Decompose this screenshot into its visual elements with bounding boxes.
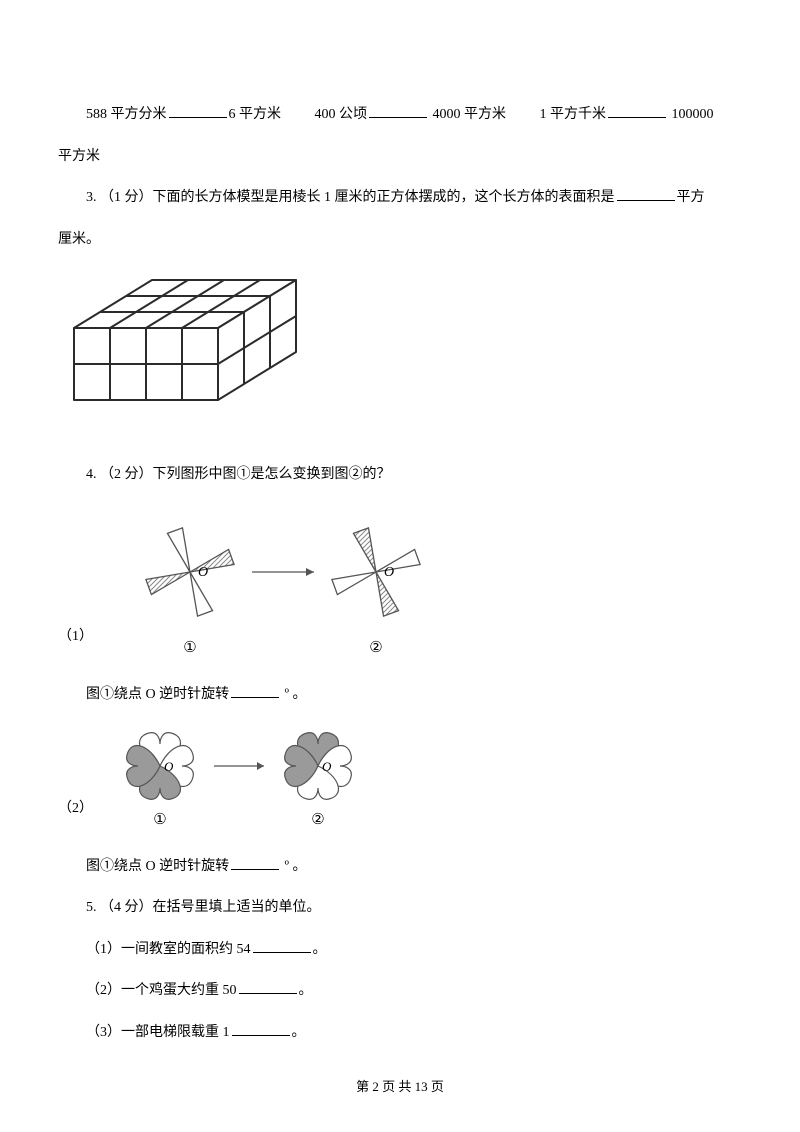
txt: 图①绕点 O 逆时针旋转: [86, 859, 229, 874]
question-4: 4. （2 分）下列图形中图①是怎么变换到图②的？: [58, 458, 742, 492]
question-3b: 厘米。: [58, 223, 742, 257]
blank: [369, 103, 427, 118]
svg-text:②: ②: [311, 812, 324, 828]
txt: 100000: [672, 107, 714, 122]
svg-text:O: O: [322, 759, 332, 774]
blank: [169, 103, 227, 118]
txt: 400 公顷: [315, 107, 368, 122]
txt: 2: [372, 1079, 379, 1094]
svg-text:O: O: [384, 565, 394, 580]
txt: 厘米。: [58, 232, 100, 247]
page-footer: 第 2 页 共 13 页: [0, 1071, 800, 1102]
svg-text:O: O: [164, 759, 174, 774]
svg-text:①: ①: [153, 812, 166, 828]
figure-clover-row: （2） O O ① ②: [58, 722, 742, 832]
figure-cuboid: [58, 272, 742, 440]
txt: 图①绕点 O 逆时针旋转: [86, 687, 229, 702]
blank: [617, 186, 675, 201]
txt: 4000 平方米: [433, 107, 507, 122]
txt: （1）一间教室的面积约 54: [86, 942, 251, 957]
txt: 3. （1 分）下面的长方体模型是用棱长 1 厘米的正方体摆成的，这个长方体的表…: [86, 190, 615, 205]
txt: （2）一个鸡蛋大约重 50: [86, 983, 237, 998]
txt: 页: [431, 1079, 444, 1094]
figure-pinwheel-row: （1） O O ① ②: [58, 510, 742, 660]
txt: 页 共: [382, 1079, 411, 1094]
svg-text:②: ②: [369, 640, 382, 656]
blank: [232, 1021, 290, 1036]
svg-text:①: ①: [183, 640, 196, 656]
blank: [608, 103, 666, 118]
clover-svg: O O ① ②: [86, 722, 386, 832]
txt: 5. （4 分）在括号里填上适当的单位。: [86, 900, 321, 915]
txt: 6 平方米: [229, 107, 282, 122]
sub-2-marker: （2）: [58, 792, 86, 826]
txt: 。: [299, 983, 313, 998]
line-continuation-2: 平方米: [58, 140, 742, 174]
pinwheel-svg: O O ① ②: [86, 510, 446, 660]
txt: 平方米: [58, 149, 100, 164]
txt: 第: [356, 1079, 369, 1094]
svg-text:O: O: [198, 565, 208, 580]
txt: 13: [415, 1079, 428, 1094]
txt: 平方: [677, 190, 705, 205]
rotation-text-2: 图①绕点 O 逆时针旋转 º 。: [58, 850, 742, 884]
rotation-text-1: 图①绕点 O 逆时针旋转 º 。: [58, 678, 742, 712]
blank: [231, 683, 279, 698]
question-5-2: （2）一个鸡蛋大约重 50 。: [58, 974, 742, 1008]
blank: [239, 979, 297, 994]
question-5: 5. （4 分）在括号里填上适当的单位。: [58, 891, 742, 925]
cuboid-svg: [58, 272, 322, 440]
txt: º 。: [285, 859, 307, 874]
blank: [231, 854, 279, 869]
txt: 1 平方千米: [540, 107, 607, 122]
question-5-3: （3）一部电梯限载重 1 。: [58, 1016, 742, 1050]
txt: º 。: [285, 687, 307, 702]
txt: 。: [292, 1025, 306, 1040]
txt: （3）一部电梯限载重 1: [86, 1025, 230, 1040]
line-continuation-1: 588 平方分米 6 平方米 400 公顷 4000 平方米 1 平方千米 100…: [58, 98, 742, 132]
blank: [253, 937, 311, 952]
question-3: 3. （1 分）下面的长方体模型是用棱长 1 厘米的正方体摆成的，这个长方体的表…: [58, 181, 742, 215]
sub-1-marker: （1）: [58, 620, 86, 654]
txt: 588 平方分米: [86, 107, 167, 122]
question-5-1: （1）一间教室的面积约 54 。: [58, 933, 742, 967]
txt: 4. （2 分）下列图形中图①是怎么变换到图②的？: [86, 467, 391, 482]
txt: 。: [313, 942, 327, 957]
